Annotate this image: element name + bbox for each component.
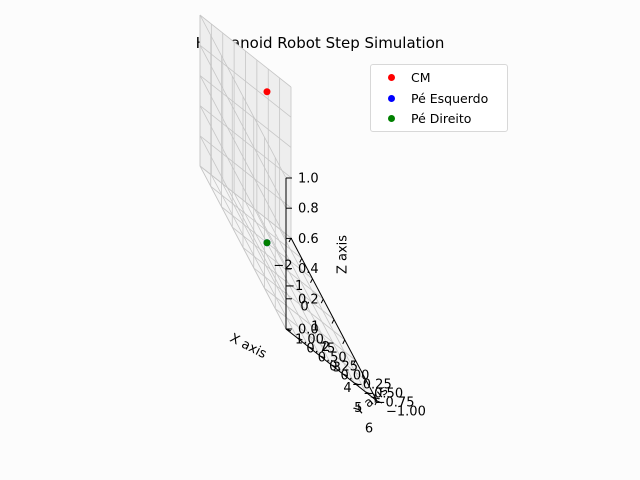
grid-line-z <box>199 75 287 239</box>
x-tick-label: 0 <box>300 299 308 314</box>
y-tick <box>376 400 383 404</box>
y-tick-label: 1.00 <box>295 333 324 348</box>
x-tick-label: 1 <box>311 320 319 335</box>
legend-item-pe-direito: Pé Direito <box>371 108 471 128</box>
x-tick-label: 3 <box>333 360 341 375</box>
legend-item-cm: CM <box>371 67 431 87</box>
x-tick-label: 5 <box>354 401 362 416</box>
x-tick <box>363 380 367 385</box>
x-tick-label: 2 <box>322 340 330 355</box>
y-tick <box>342 373 349 377</box>
z-tick-label: 0.6 <box>298 232 319 247</box>
grid-line-z <box>199 45 287 209</box>
x-tick-label: 4 <box>343 381 351 396</box>
grid-line-z <box>199 75 292 148</box>
y-tick <box>331 364 337 368</box>
y-tick-label: −0.75 <box>375 396 415 411</box>
y-tick-label: −0.50 <box>363 387 403 402</box>
y-tick-label: 0.25 <box>329 360 358 375</box>
x-tick <box>320 298 324 304</box>
x-tick-label: −2 <box>273 259 292 274</box>
grid-line-z <box>199 14 292 88</box>
x-tick-label: 6 <box>365 422 373 437</box>
y-tick <box>319 355 326 359</box>
legend-marker-pe-esquerdo <box>388 94 395 102</box>
grid-line-y <box>211 174 298 339</box>
grid-line-y <box>279 228 366 393</box>
grid-line-y <box>233 192 321 357</box>
data-point-series-2 <box>263 239 271 247</box>
x-tick <box>310 278 313 283</box>
x-tick <box>353 360 356 365</box>
y-tick-label: −1.00 <box>386 405 426 420</box>
grid-line-z <box>199 14 287 179</box>
legend-item-pe-esquerdo: Pé Esquerdo <box>371 88 488 108</box>
grid-line-y <box>267 219 355 384</box>
grid-line-y <box>222 183 310 348</box>
grid-line-z <box>199 165 287 330</box>
x-tick-label: −1 <box>284 279 303 294</box>
grid-line-z <box>199 105 292 178</box>
grid-line-z <box>199 165 292 239</box>
y-tick-label: 0.75 <box>306 342 335 357</box>
z-tick-label: 0.4 <box>298 262 319 277</box>
y-tick <box>308 346 314 350</box>
grid-line-z <box>199 44 292 118</box>
x-tick <box>331 319 335 324</box>
grid-line-z <box>199 135 287 299</box>
y-tick <box>297 337 303 341</box>
y-tick-label: 0.00 <box>341 369 370 384</box>
grid-line-z <box>199 135 292 209</box>
grid-line-z <box>199 105 287 269</box>
chart-legend: CM Pé Esquerdo Pé Direito <box>370 64 508 132</box>
y-tick <box>354 382 360 386</box>
x-axis-label: X axis <box>227 331 269 362</box>
legend-label-cm: CM <box>411 69 431 85</box>
chart-title: Humanoid Robot Step Simulation <box>195 34 445 52</box>
y-tick <box>365 391 371 395</box>
z-tick-label: 0.2 <box>298 292 319 307</box>
grid-line-y <box>256 210 344 375</box>
grid-line-y <box>245 201 332 366</box>
z-axis-label: Z axis <box>336 235 351 274</box>
data-point-series-0 <box>263 88 271 96</box>
x-tick <box>299 258 303 263</box>
z-tick-label: 0.8 <box>298 202 319 217</box>
legend-label-pe-esquerdo: Pé Esquerdo <box>411 90 489 106</box>
y-tick-label: −0.25 <box>352 378 392 393</box>
legend-label-pe-direito: Pé Direito <box>411 110 472 126</box>
legend-marker-pe-direito <box>388 114 395 122</box>
x-tick <box>342 339 346 345</box>
x-tick <box>374 400 378 406</box>
legend-marker-cm <box>388 73 395 81</box>
z-tick-label: 1.0 <box>298 172 319 187</box>
z-tick-label: 0.0 <box>298 323 319 338</box>
y-tick-label: 0.50 <box>318 351 347 366</box>
